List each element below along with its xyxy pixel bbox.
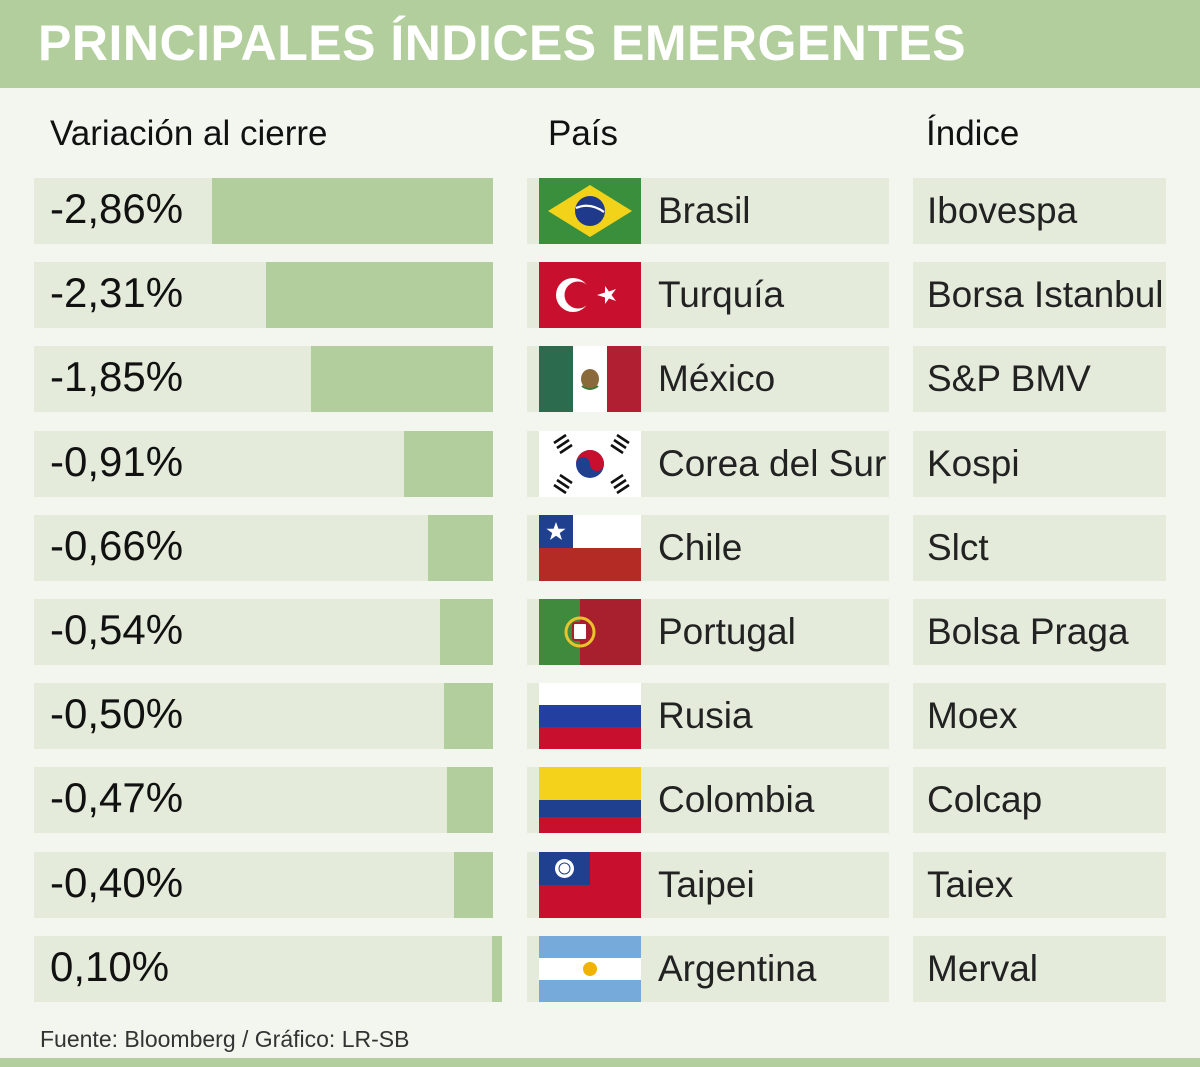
bar-8 [453, 852, 493, 918]
index-name: Taiex [927, 864, 1014, 905]
value-label: 0,10% [50, 943, 170, 990]
value-label: -0,40% [50, 859, 184, 906]
value-label: -2,86% [50, 185, 184, 232]
value-label: -0,66% [50, 522, 184, 569]
country-cell: Corea del Sur [527, 431, 889, 497]
index-name: S&P BMV [927, 358, 1091, 399]
colombia-flag-icon [539, 767, 641, 833]
bar-0 [212, 178, 493, 244]
country-name: Chile [658, 527, 743, 568]
variation-cell: -0,54% [34, 599, 493, 665]
variation-cell: -0,40% [34, 852, 493, 918]
index-cell: Borsa Istanbul [913, 262, 1166, 328]
bar-4 [428, 515, 493, 581]
country-name: Rusia [658, 695, 753, 736]
mexico-flag-icon [539, 346, 641, 412]
chile-flag-icon [539, 515, 641, 581]
header-country: País [548, 114, 619, 153]
variation-cell: -0,66% [34, 515, 493, 581]
index-cell: Slct [913, 515, 1166, 581]
header-index: Índice [926, 114, 1020, 153]
country-name: Colombia [658, 779, 815, 820]
variation-cell: -0,47% [34, 767, 493, 833]
country-cell: Rusia [527, 683, 889, 749]
variation-cell: -2,31% [34, 262, 493, 328]
country-cell: Turquía [527, 262, 889, 328]
index-name: Slct [927, 527, 989, 568]
country-cell: Argentina [527, 936, 889, 1002]
country-name: Argentina [658, 948, 817, 989]
index-name: Ibovespa [927, 190, 1078, 231]
index-cell: Ibovespa [913, 178, 1166, 244]
index-name: Borsa Istanbul [927, 274, 1164, 315]
bar-5 [439, 599, 493, 665]
turkey-flag-icon [539, 262, 641, 328]
variation-cell: -1,85% [34, 346, 493, 412]
header-variation: Variación al cierre [50, 114, 328, 153]
brazil-flag-icon [539, 178, 641, 244]
variation-cell: -0,91% [34, 431, 493, 497]
bar-1 [266, 262, 493, 328]
country-cell: Taipei [527, 852, 889, 918]
value-label: -1,85% [50, 353, 184, 400]
value-label: -0,54% [50, 606, 184, 653]
page-title: PRINCIPALES ÍNDICES EMERGENTES [38, 15, 967, 71]
index-cell: Taiex [913, 852, 1166, 918]
index-cell: Bolsa Praga [913, 599, 1166, 665]
index-cell: Merval [913, 936, 1166, 1002]
country-name: Turquía [658, 274, 785, 315]
country-name: Taipei [658, 864, 755, 905]
country-cell: Brasil [527, 178, 889, 244]
title-banner: PRINCIPALES ÍNDICES EMERGENTES [0, 0, 1200, 88]
russia-flag-icon [539, 683, 641, 749]
index-name: Kospi [927, 443, 1020, 484]
country-cell: Portugal [527, 599, 889, 665]
index-name: Colcap [927, 779, 1043, 820]
index-name: Bolsa Praga [927, 611, 1129, 652]
country-cell: Colombia [527, 767, 889, 833]
country-cell: México [527, 346, 889, 412]
value-label: -0,50% [50, 690, 184, 737]
index-name: Moex [927, 695, 1018, 736]
value-label: -0,47% [50, 774, 184, 821]
country-cell: Chile [527, 515, 889, 581]
value-label: -0,91% [50, 438, 184, 485]
argentina-flag-icon [539, 936, 641, 1002]
index-cell: S&P BMV [913, 346, 1166, 412]
portugal-flag-icon [539, 599, 641, 665]
south-korea-flag-icon [539, 431, 641, 497]
bar-3 [403, 431, 493, 497]
index-cell: Kospi [913, 431, 1166, 497]
index-cell: Colcap [913, 767, 1166, 833]
bar-6 [443, 683, 493, 749]
variation-cell: -0,50% [34, 683, 493, 749]
country-name: México [658, 358, 776, 399]
source-note: Fuente: Bloomberg / Gráfico: LR-SB [40, 1026, 410, 1052]
taiwan-flag-icon [539, 852, 641, 918]
variation-cell: 0,10% [34, 936, 502, 1002]
country-name: Portugal [658, 611, 796, 652]
country-name: Brasil [658, 190, 751, 231]
variation-cell: -2,86% [34, 178, 493, 244]
index-name: Merval [927, 948, 1039, 989]
index-cell: Moex [913, 683, 1166, 749]
country-name: Corea del Sur [658, 443, 887, 484]
value-label: -2,31% [50, 269, 184, 316]
bar-9 [492, 936, 502, 1002]
bar-7 [446, 767, 493, 833]
bottom-rule [0, 1058, 1200, 1067]
bar-2 [311, 346, 493, 412]
